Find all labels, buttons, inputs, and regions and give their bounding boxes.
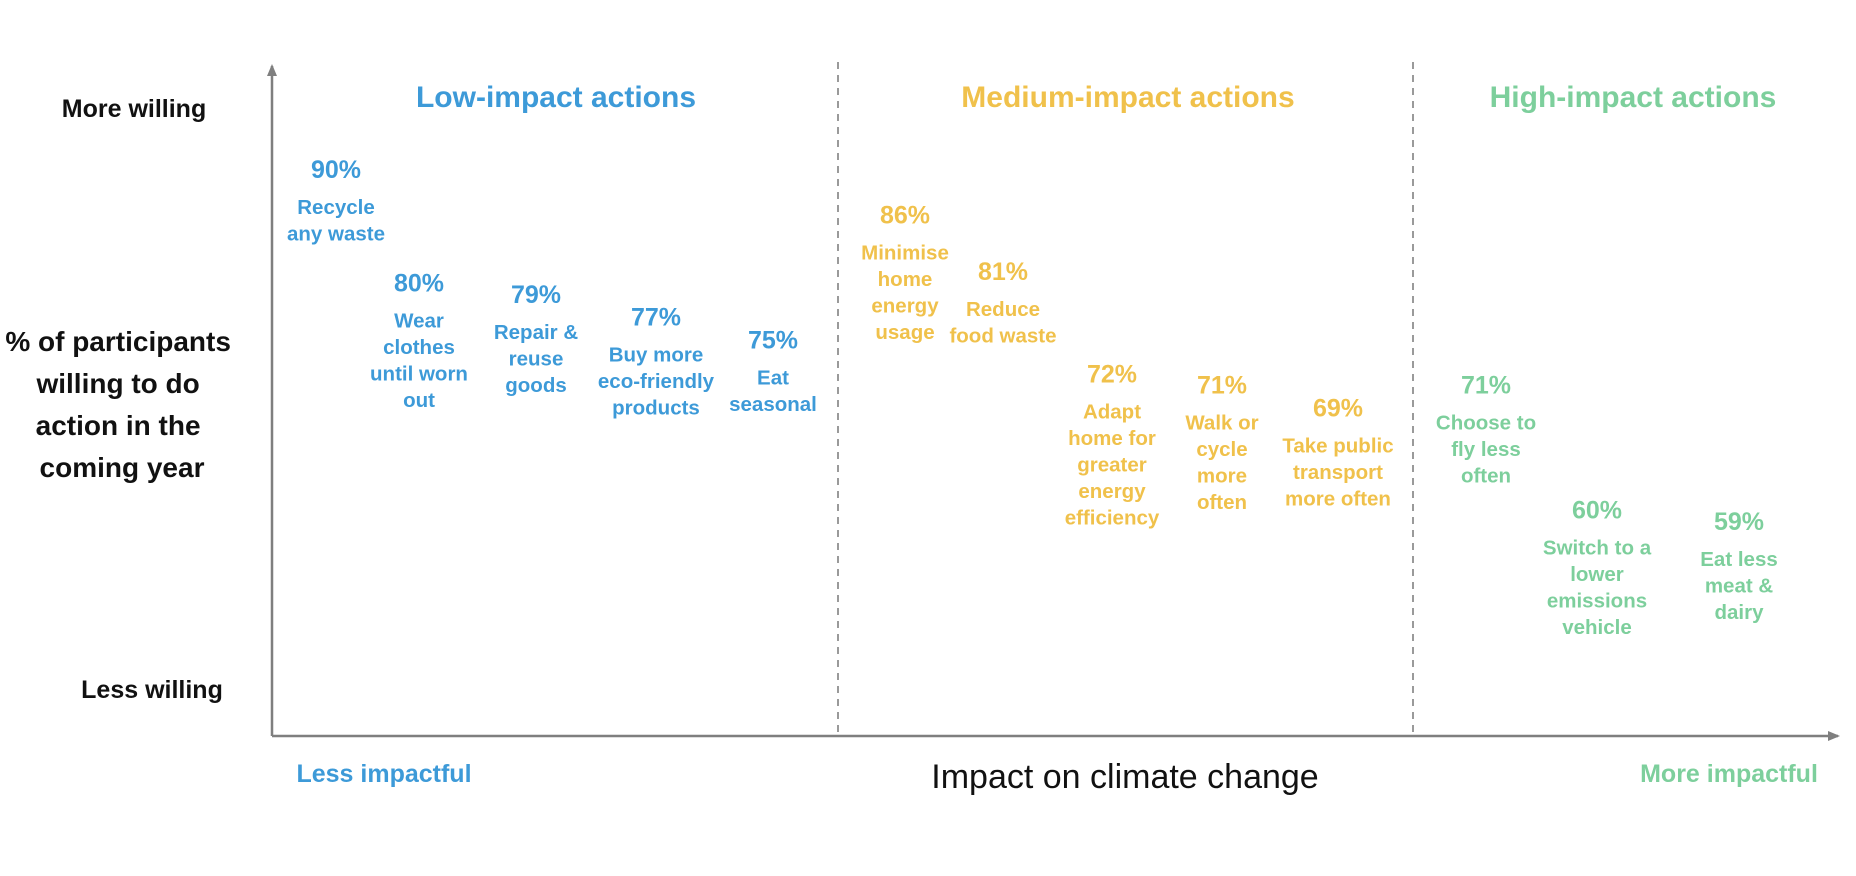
data-point: 69% Take public transport more often [1282, 394, 1393, 510]
data-point-value: 81% [978, 258, 1028, 286]
data-point: 79% Repair & reuse goods [494, 281, 578, 397]
data-point-value: 72% [1087, 360, 1137, 388]
data-point-label: products [612, 397, 700, 420]
data-point: 77% Buy more eco-friendly products [598, 304, 715, 420]
data-point-label: Eat [757, 366, 789, 389]
data-point-label: transport [1293, 461, 1383, 484]
data-point-label: usage [875, 321, 934, 344]
data-point-label: seasonal [729, 393, 817, 416]
data-point-value: 69% [1313, 394, 1363, 422]
group-low: Low-impact actions 90% Recycle any waste 80%… [287, 81, 817, 420]
data-point: 86% Minimise home energy usage [861, 201, 949, 344]
data-point-label: cycle [1196, 438, 1247, 461]
data-point-value: 60% [1572, 497, 1622, 525]
data-point-label: home for [1068, 427, 1156, 450]
data-point-value: 79% [511, 281, 561, 309]
data-point: 72% Adapt home for greater energy efficiency [1065, 360, 1160, 529]
data-point-label: Eat less [1700, 548, 1778, 571]
y-axis-title-line: coming year [40, 452, 205, 483]
data-point: 71% Choose to fly less often [1436, 372, 1536, 488]
data-point-value: 71% [1197, 372, 1247, 400]
data-point-value: 59% [1714, 508, 1764, 536]
data-point-label: goods [505, 374, 567, 397]
data-point-label: Recycle [297, 196, 375, 219]
data-point-label: efficiency [1065, 506, 1160, 529]
data-point-label: Buy more [609, 344, 704, 367]
x-left-label: Less impactful [296, 760, 471, 788]
y-axis-title: % of participants willing to do action i… [5, 326, 238, 483]
data-point: 75% Eat seasonal [729, 326, 817, 416]
data-point-label: Walk or [1185, 412, 1258, 435]
data-point-label: energy [1078, 480, 1146, 503]
data-point-label: Switch to a [1543, 537, 1652, 560]
group-medium: Medium-impact actions 86% Minimise home ener… [861, 81, 1393, 529]
data-point-label: more often [1285, 487, 1391, 510]
data-point-label: greater [1077, 453, 1147, 476]
data-point-label: vehicle [1562, 616, 1632, 639]
data-point: 60% Switch to a lower emissions vehicle [1543, 497, 1652, 640]
y-bottom-label: Less willing [81, 676, 223, 704]
data-point-value: 80% [394, 270, 444, 298]
data-point-label: food waste [949, 325, 1056, 348]
data-point-label: out [403, 389, 435, 412]
data-point-value: 90% [311, 156, 361, 184]
data-point-label: Choose to [1436, 412, 1536, 435]
data-point-label: Repair & [494, 321, 578, 344]
data-point-label: Reduce [966, 298, 1040, 321]
data-point-label: eco-friendly [598, 370, 715, 393]
data-point-value: 86% [880, 201, 930, 229]
group-heading-medium: Medium-impact actions [961, 81, 1294, 114]
data-point: 80% Wear clothes until worn out [370, 270, 468, 413]
group-heading-high: High-impact actions [1490, 81, 1777, 114]
y-axis-title-line: action in the [36, 410, 201, 441]
data-point-label: reuse [509, 347, 564, 370]
data-point-label: clothes [383, 336, 455, 359]
data-point-label: often [1461, 465, 1511, 488]
data-point-value: 75% [748, 326, 798, 354]
data-point-label: Adapt [1083, 400, 1141, 423]
y-top-label: More willing [62, 95, 206, 123]
data-point: 59% Eat less meat & dairy [1700, 508, 1778, 624]
data-point-label: energy [871, 294, 939, 317]
data-point-label: often [1197, 491, 1247, 514]
data-point: 90% Recycle any waste [287, 156, 385, 246]
data-point-label: Take public [1282, 434, 1393, 457]
plot-layer: Low-impact actions 90% Recycle any waste 80%… [287, 81, 1778, 639]
x-right-label: More impactful [1640, 760, 1818, 788]
group-high: High-impact actions 71% Choose to fly less o… [1436, 81, 1778, 639]
y-axis-title-line: % of participants [5, 326, 231, 357]
data-point-label: fly less [1451, 438, 1521, 461]
data-point-label: more [1197, 465, 1247, 488]
y-axis-title-line: willing to do [35, 368, 199, 399]
data-point-label: dairy [1715, 601, 1765, 624]
data-point-label: any waste [287, 223, 385, 246]
data-point-label: Minimise [861, 241, 949, 264]
data-point: 71% Walk or cycle more often [1185, 372, 1258, 515]
x-axis-title: Impact on climate change [931, 758, 1318, 796]
group-heading-low: Low-impact actions [416, 81, 696, 114]
data-point-label: emissions [1547, 590, 1647, 613]
data-point-label: lower [1570, 563, 1624, 586]
data-point-label: meat & [1705, 574, 1774, 597]
data-point-value: 77% [631, 304, 681, 332]
data-point-label: until worn [370, 363, 468, 386]
data-point-value: 71% [1461, 372, 1511, 400]
data-point-label: Wear [394, 310, 444, 333]
data-point-label: home [878, 268, 933, 291]
data-point: 81% Reduce food waste [949, 258, 1056, 348]
